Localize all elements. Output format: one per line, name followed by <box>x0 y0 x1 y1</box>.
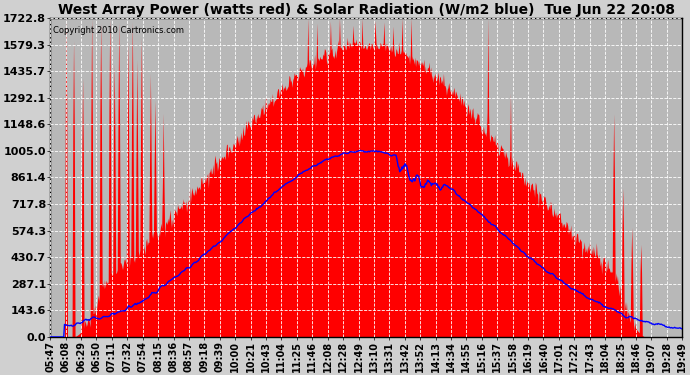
Title: West Array Power (watts red) & Solar Radiation (W/m2 blue)  Tue Jun 22 20:08: West Array Power (watts red) & Solar Rad… <box>58 3 675 17</box>
Text: Copyright 2010 Cartronics.com: Copyright 2010 Cartronics.com <box>53 26 184 35</box>
